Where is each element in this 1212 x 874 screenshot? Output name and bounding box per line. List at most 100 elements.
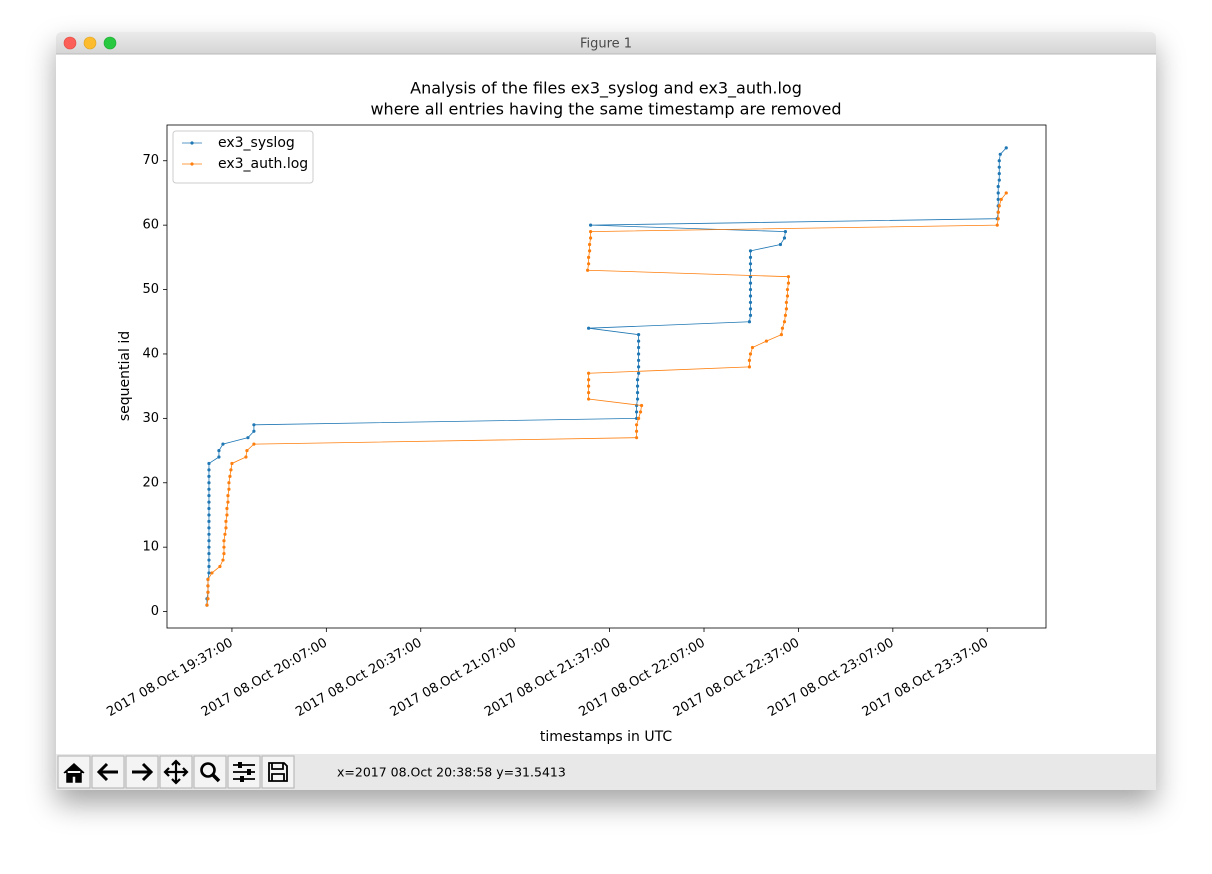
plot-area (167, 125, 1046, 628)
close-button[interactable] (63, 36, 77, 50)
x-axis-label: timestamps in UTC (540, 729, 672, 745)
data-point (996, 210, 1000, 214)
y-tick-label: 40 (142, 346, 159, 361)
slider-knob (240, 776, 244, 782)
minimize-button[interactable] (83, 36, 97, 50)
zoom-icon (200, 762, 216, 778)
data-point (226, 500, 230, 504)
data-point (748, 268, 753, 272)
legend-marker (190, 141, 194, 145)
data-point (782, 320, 787, 324)
data-point (779, 333, 784, 337)
pan-icon (163, 759, 189, 785)
data-point (996, 184, 1000, 189)
data-point (207, 494, 211, 498)
y-axis-label: sequential id (117, 331, 133, 421)
data-point (587, 384, 591, 388)
data-point (207, 526, 211, 530)
data-point (778, 242, 783, 247)
data-point (748, 313, 753, 317)
data-point (784, 307, 789, 311)
save-button[interactable] (261, 755, 295, 789)
data-point (748, 262, 753, 266)
legend-marker (190, 162, 194, 166)
data-point (226, 494, 230, 498)
data-point (222, 545, 226, 549)
data-point (638, 410, 643, 414)
forward-icon (132, 762, 154, 782)
data-point (784, 300, 789, 305)
data-point (246, 436, 250, 440)
data-point (589, 236, 593, 240)
data-point (207, 552, 211, 556)
data-point (224, 526, 228, 530)
data-point (635, 397, 640, 401)
data-point (207, 564, 211, 569)
home-button[interactable] (57, 755, 91, 789)
data-point (207, 539, 211, 543)
data-point (747, 358, 752, 362)
y-tick-label: 70 (142, 153, 159, 168)
home-icon (63, 762, 85, 783)
zoom-icon-handle (211, 773, 221, 783)
series (205, 146, 1008, 607)
chart-title: Analysis of the files ex3_syslog and ex3… (410, 79, 802, 99)
data-point (637, 358, 641, 362)
pan-button[interactable] (159, 755, 193, 789)
configure-button[interactable] (227, 755, 261, 789)
data-point (747, 365, 752, 369)
data-point (786, 281, 791, 285)
data-point (207, 474, 211, 478)
data-point (589, 223, 593, 227)
data-point (587, 378, 591, 382)
legend-label: ex3_auth.log (218, 156, 308, 172)
data-point (637, 416, 641, 420)
series (205, 191, 1008, 607)
data-point (207, 532, 211, 536)
data-point (587, 391, 591, 395)
data-point (207, 545, 211, 549)
save-icon (268, 762, 288, 782)
data-point (225, 506, 229, 511)
data-point (207, 468, 211, 472)
data-point (997, 204, 1001, 208)
data-point (634, 410, 639, 414)
data-point (635, 384, 640, 388)
data-point (206, 584, 210, 588)
data-point (229, 468, 233, 472)
slider-knob (247, 769, 251, 775)
data-point (780, 326, 785, 330)
data-point (222, 539, 226, 543)
data-point (996, 217, 1000, 221)
data-point (205, 603, 209, 607)
forward-button[interactable] (125, 755, 159, 789)
data-point (999, 197, 1003, 201)
data-point (1004, 146, 1008, 150)
data-point (637, 339, 641, 343)
data-point (228, 474, 232, 478)
data-point (207, 461, 211, 466)
data-point (637, 365, 641, 369)
data-point (221, 558, 225, 562)
data-point (218, 564, 222, 569)
axes-frame (166, 124, 1047, 629)
button-frame (57, 755, 91, 789)
zoom-tool-button[interactable] (193, 755, 227, 789)
data-point (587, 397, 591, 401)
data-point (223, 532, 227, 536)
data-point (207, 481, 211, 485)
data-point (587, 255, 591, 259)
data-point (748, 287, 753, 292)
data-point (783, 313, 788, 317)
data-point (225, 513, 229, 517)
data-point (748, 307, 753, 311)
back-button[interactable] (91, 755, 125, 789)
data-point (635, 391, 640, 395)
data-point (998, 152, 1002, 156)
data-point (748, 249, 753, 253)
chart: Analysis of the files ex3_syslog and ex3… (104, 79, 1047, 745)
zoom-button[interactable] (103, 36, 117, 50)
slider-knob (238, 762, 242, 768)
